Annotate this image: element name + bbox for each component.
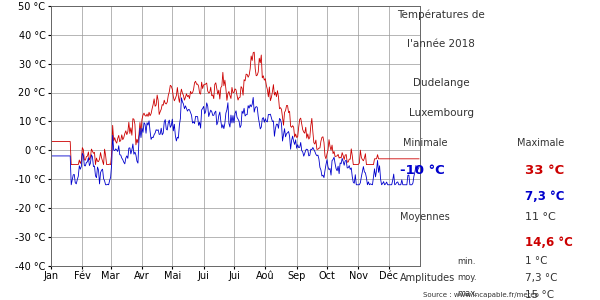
Text: 14,6 °C: 14,6 °C (525, 236, 573, 248)
Text: Source : www.incapable.fr/meteo: Source : www.incapable.fr/meteo (423, 292, 539, 298)
Text: Moyennes: Moyennes (400, 212, 450, 221)
Text: Luxembourg: Luxembourg (409, 108, 473, 118)
Text: moy.: moy. (457, 273, 477, 282)
Text: 33 °C: 33 °C (525, 164, 564, 176)
Text: min.: min. (457, 256, 476, 266)
Text: 1 °C: 1 °C (525, 256, 548, 266)
Text: Minimale: Minimale (403, 138, 448, 148)
Text: max.: max. (457, 290, 478, 298)
Text: Amplitudes: Amplitudes (400, 273, 455, 283)
Text: 11 °C: 11 °C (525, 212, 556, 221)
Text: 7,3 °C: 7,3 °C (525, 190, 565, 203)
Text: 15 °C: 15 °C (525, 290, 554, 299)
Text: Températures de: Températures de (397, 9, 485, 20)
Text: -10 °C: -10 °C (400, 164, 445, 176)
Text: Dudelange: Dudelange (413, 78, 469, 88)
Text: 7,3 °C: 7,3 °C (525, 273, 557, 283)
Text: Maximale: Maximale (517, 138, 565, 148)
Text: l'année 2018: l'année 2018 (407, 39, 475, 49)
